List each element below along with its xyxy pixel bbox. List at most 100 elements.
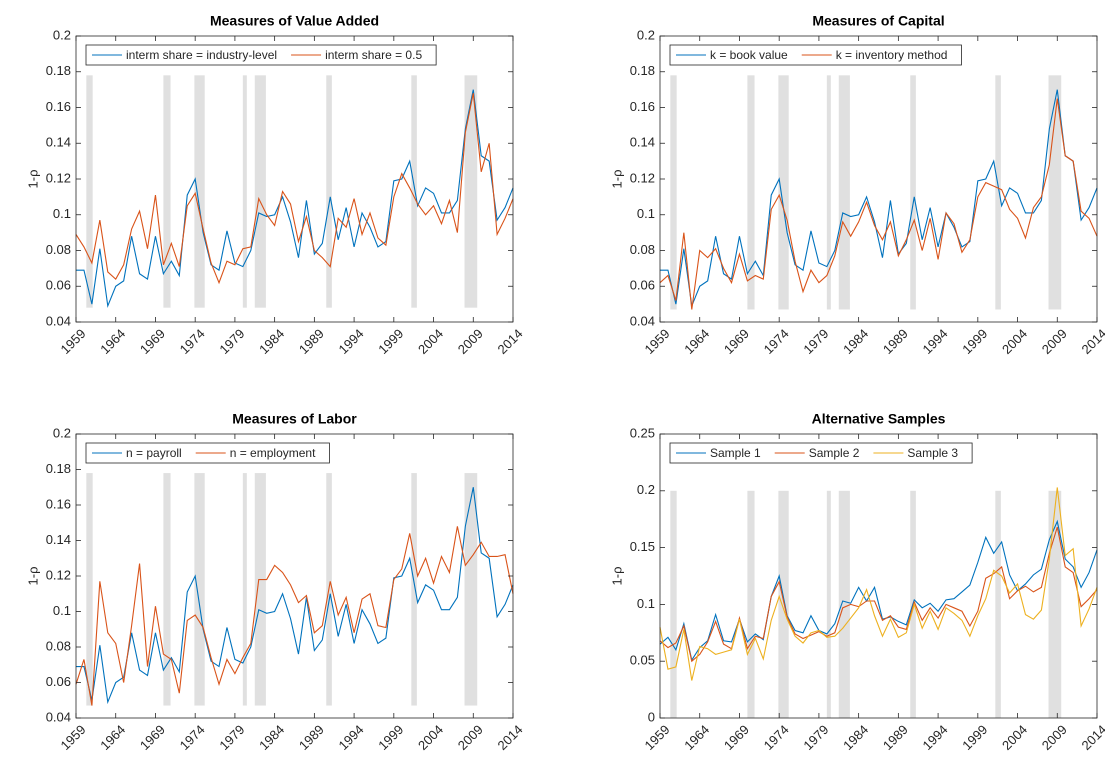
y-tick-label: 0.12 xyxy=(630,170,655,185)
recession-shade xyxy=(326,75,332,308)
x-tick-label: 2004 xyxy=(415,722,446,753)
recession-shade xyxy=(838,75,850,310)
y-tick-label: 0.12 xyxy=(46,170,71,185)
legend-label: interm share = industry-level xyxy=(126,48,277,62)
x-tick-label: 2004 xyxy=(415,326,446,357)
y-tick-label: 0.2 xyxy=(53,425,71,440)
series-line xyxy=(76,487,514,705)
recession-shade xyxy=(194,473,205,706)
legend-label: n = payroll xyxy=(126,446,182,460)
recession-shade xyxy=(242,75,247,308)
x-tick-label: 1969 xyxy=(137,326,168,357)
x-tick-label: 2009 xyxy=(1039,326,1070,357)
series-line xyxy=(659,519,1098,662)
recession-shade xyxy=(86,75,93,308)
legend-box xyxy=(85,44,437,66)
x-tick-label: 1994 xyxy=(336,722,367,753)
x-tick-label: 1999 xyxy=(959,722,990,753)
series-line xyxy=(75,93,514,285)
legend-box xyxy=(669,442,973,464)
recession-shade xyxy=(163,75,171,308)
recession-shade xyxy=(86,473,93,706)
legend-label: n = employment xyxy=(230,446,316,460)
x-tick-label: 1979 xyxy=(216,722,247,753)
x-tick-label: 1979 xyxy=(800,326,831,357)
legend-label: k = inventory method xyxy=(836,48,948,62)
y-tick-label: 0.14 xyxy=(46,532,71,547)
x-tick-label: 2014 xyxy=(1078,326,1105,357)
recession-shade xyxy=(254,473,266,706)
legend-label: Sample 3 xyxy=(907,446,958,460)
y-tick-label: 0.2 xyxy=(637,482,655,497)
y-tick-label: 0.1 xyxy=(637,596,655,611)
x-tick-label: 1964 xyxy=(97,722,128,753)
y-tick-label: 0.18 xyxy=(46,461,71,476)
y-tick-label: 0.18 xyxy=(46,63,71,78)
plot-area xyxy=(76,434,513,718)
recession-shade xyxy=(194,75,205,308)
y-tick-label: 0.1 xyxy=(637,206,655,221)
recession-shade xyxy=(670,490,677,718)
recession-shade xyxy=(242,473,247,706)
x-tick-label: 2009 xyxy=(455,326,486,357)
y-tick-label: 0.14 xyxy=(46,135,71,150)
recession-shade xyxy=(747,75,755,310)
plot-area xyxy=(660,434,1097,718)
recession-shade xyxy=(1048,490,1062,718)
recession-shade xyxy=(778,490,789,718)
legend: Sample 1 Sample 2 Sample 3 xyxy=(669,442,973,464)
y-tick-label: 0.16 xyxy=(46,99,71,114)
legend-label: Sample 2 xyxy=(809,446,860,460)
x-tick-label: 1984 xyxy=(256,326,287,357)
recession-shade xyxy=(254,75,266,308)
legend-label: interm share = 0.5 xyxy=(325,48,422,62)
recession-shade xyxy=(826,75,831,310)
y-axis-label: 1-ρ xyxy=(25,170,40,189)
x-tick-label: 1979 xyxy=(800,722,831,753)
x-tick-label: 1984 xyxy=(840,722,871,753)
x-tick-label: 1989 xyxy=(296,722,327,753)
legend-label: Sample 1 xyxy=(710,446,761,460)
x-tick-label: 2014 xyxy=(494,722,525,753)
x-tick-label: 1969 xyxy=(137,722,168,753)
x-tick-label: 1999 xyxy=(375,722,406,753)
axes: 0 0.05 0.1 0.15 0.2 0.25 1959 1964 1969 1974 1979 1… xyxy=(609,411,1105,753)
x-tick-label: 1969 xyxy=(721,326,752,357)
y-tick-label: 0.06 xyxy=(46,278,71,293)
y-tick-label: 0 xyxy=(648,709,655,724)
recession-shade xyxy=(411,473,417,706)
y-tick-label: 0.16 xyxy=(630,99,655,114)
x-tick-label: 2014 xyxy=(1078,722,1105,753)
y-tick-label: 0.08 xyxy=(46,638,71,653)
y-tick-label: 0.2 xyxy=(53,27,71,42)
x-tick-label: 1959 xyxy=(57,722,88,753)
recession-shade xyxy=(778,75,789,310)
y-tick-label: 0.04 xyxy=(46,313,71,328)
y-tick-label: 0.15 xyxy=(630,539,655,554)
x-tick-label: 1959 xyxy=(641,722,672,753)
chart-title: Measures of Labor xyxy=(232,411,357,427)
x-tick-label: 1974 xyxy=(177,326,208,357)
x-tick-label: 2009 xyxy=(455,722,486,753)
x-tick-label: 2009 xyxy=(1039,722,1070,753)
y-tick-label: 0.25 xyxy=(630,425,655,440)
chart-title: Measures of Capital xyxy=(812,13,944,29)
y-tick-label: 0.06 xyxy=(630,278,655,293)
recession-shade xyxy=(995,490,1001,718)
y-tick-label: 0.12 xyxy=(46,567,71,582)
x-tick-label: 1959 xyxy=(57,326,88,357)
series-line xyxy=(659,487,1098,681)
y-tick-label: 0.14 xyxy=(630,135,655,150)
legend-label: k = book value xyxy=(710,48,788,62)
x-tick-label: 1974 xyxy=(761,326,792,357)
x-tick-label: 1979 xyxy=(216,326,247,357)
legend: n = payroll n = employment xyxy=(85,442,330,464)
recession-shade xyxy=(163,473,171,706)
y-tick-label: 0.16 xyxy=(46,496,71,511)
y-tick-label: 0.18 xyxy=(630,63,655,78)
x-tick-label: 1974 xyxy=(177,722,208,753)
y-tick-label: 0.04 xyxy=(46,709,71,724)
y-tick-label: 0.08 xyxy=(46,242,71,257)
